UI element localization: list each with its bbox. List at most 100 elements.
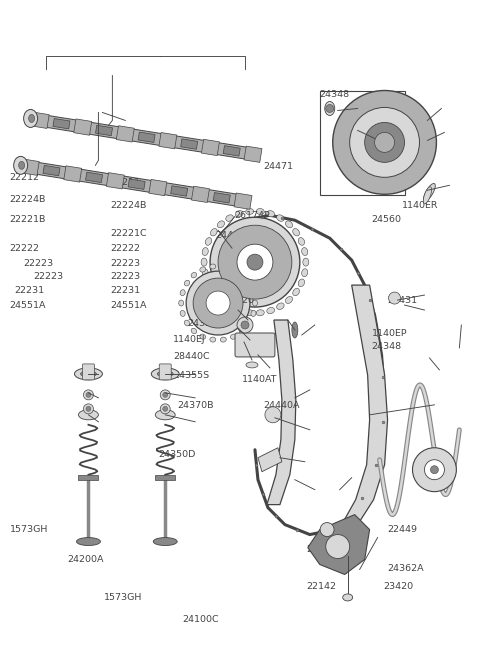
Polygon shape: [64, 166, 82, 182]
Ellipse shape: [251, 290, 256, 296]
Polygon shape: [308, 514, 370, 575]
Circle shape: [265, 407, 281, 423]
Ellipse shape: [301, 269, 308, 277]
Text: 1573GH: 1573GH: [10, 525, 48, 534]
Text: 28440C: 28440C: [173, 352, 210, 361]
Polygon shape: [223, 146, 240, 156]
Text: 26174P: 26174P: [234, 211, 270, 220]
FancyBboxPatch shape: [83, 364, 95, 380]
Ellipse shape: [13, 156, 28, 174]
Ellipse shape: [267, 211, 275, 217]
Text: 22223: 22223: [110, 258, 140, 268]
Ellipse shape: [251, 310, 256, 316]
Ellipse shape: [205, 237, 212, 245]
Text: 22211: 22211: [110, 178, 140, 187]
Text: 1140EP: 1140EP: [372, 329, 407, 338]
Circle shape: [333, 91, 436, 194]
Ellipse shape: [155, 410, 175, 420]
Circle shape: [206, 291, 230, 315]
Ellipse shape: [240, 328, 245, 334]
Circle shape: [412, 448, 456, 491]
FancyBboxPatch shape: [159, 364, 171, 380]
Text: 24431: 24431: [387, 296, 418, 305]
Text: 22222: 22222: [9, 243, 39, 253]
Ellipse shape: [252, 300, 257, 306]
Polygon shape: [18, 159, 251, 208]
Circle shape: [431, 466, 438, 474]
Circle shape: [374, 133, 395, 152]
Ellipse shape: [19, 161, 24, 169]
Circle shape: [326, 104, 334, 112]
Text: 24350D: 24350D: [158, 450, 196, 459]
Ellipse shape: [246, 209, 253, 215]
Ellipse shape: [200, 334, 205, 339]
Polygon shape: [180, 139, 198, 150]
Text: 22221C: 22221C: [110, 228, 146, 237]
Text: 22223: 22223: [24, 258, 54, 268]
FancyBboxPatch shape: [235, 333, 275, 357]
Ellipse shape: [293, 289, 300, 296]
Text: 22223: 22223: [33, 272, 63, 281]
Ellipse shape: [201, 258, 207, 266]
Bar: [78, 475, 98, 480]
Ellipse shape: [292, 322, 298, 338]
Bar: [155, 475, 175, 480]
Text: 24348: 24348: [319, 90, 349, 99]
Polygon shape: [31, 112, 49, 129]
Ellipse shape: [298, 237, 305, 245]
Polygon shape: [258, 448, 282, 472]
Text: 24355S: 24355S: [173, 371, 209, 380]
Ellipse shape: [303, 258, 309, 266]
Circle shape: [86, 406, 91, 411]
Bar: [320, 91, 405, 195]
Circle shape: [365, 123, 405, 162]
Polygon shape: [53, 119, 70, 129]
Polygon shape: [342, 285, 387, 525]
Text: 22142: 22142: [306, 582, 336, 591]
Text: 24440A: 24440A: [263, 401, 300, 410]
Text: 24100C: 24100C: [182, 615, 219, 624]
Ellipse shape: [246, 362, 258, 368]
Circle shape: [350, 108, 420, 177]
Circle shape: [163, 406, 168, 411]
Polygon shape: [74, 119, 92, 135]
Text: 1140ER: 1140ER: [402, 201, 438, 210]
Text: 23420: 23420: [384, 582, 414, 591]
Circle shape: [218, 225, 292, 299]
Circle shape: [389, 292, 400, 304]
Polygon shape: [107, 173, 124, 189]
Polygon shape: [96, 125, 112, 136]
Ellipse shape: [74, 368, 102, 380]
Ellipse shape: [343, 594, 353, 601]
Ellipse shape: [240, 272, 245, 278]
Text: 24410B: 24410B: [215, 230, 252, 239]
Ellipse shape: [76, 537, 100, 546]
Ellipse shape: [191, 328, 197, 334]
Text: 22231: 22231: [110, 286, 140, 295]
Text: 24321: 24321: [187, 319, 217, 328]
Ellipse shape: [276, 215, 284, 221]
Ellipse shape: [180, 290, 185, 296]
Ellipse shape: [157, 371, 173, 377]
Circle shape: [320, 523, 334, 537]
Polygon shape: [159, 133, 177, 149]
Circle shape: [160, 390, 170, 400]
Ellipse shape: [202, 269, 208, 277]
Ellipse shape: [235, 211, 243, 217]
Text: 24362A: 24362A: [387, 564, 424, 573]
Circle shape: [160, 404, 170, 414]
Ellipse shape: [217, 297, 225, 304]
Circle shape: [247, 254, 263, 270]
Polygon shape: [138, 132, 155, 142]
Text: 22449: 22449: [387, 525, 418, 534]
Text: 22224B: 22224B: [110, 201, 146, 210]
Ellipse shape: [200, 267, 205, 272]
Text: 22221B: 22221B: [9, 215, 46, 224]
Ellipse shape: [191, 272, 197, 278]
Text: 24370B: 24370B: [178, 401, 214, 410]
Polygon shape: [21, 159, 39, 175]
Circle shape: [424, 460, 444, 480]
Ellipse shape: [276, 303, 284, 310]
Ellipse shape: [184, 320, 190, 326]
Ellipse shape: [24, 110, 37, 127]
